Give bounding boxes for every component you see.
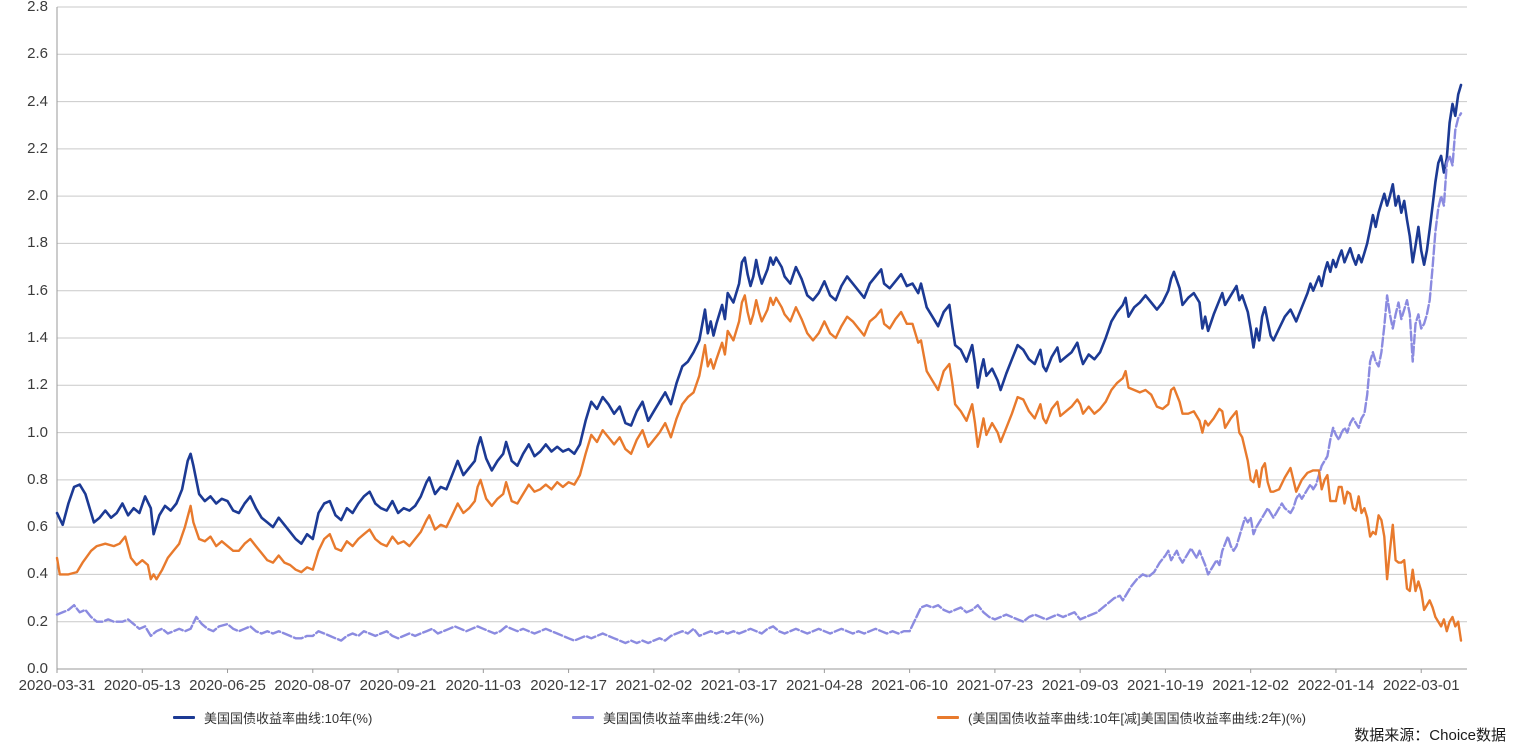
series-line-spread [55, 294, 1463, 642]
data-source-note: 数据来源：Choice数据 [1354, 727, 1506, 744]
y-tick-label: 0.2 [27, 612, 48, 630]
x-tick-label: 2021-04-28 [785, 677, 863, 694]
legend-label: (美国国债收益率曲线:10年[减]美国国债收益率曲线:2年)(%) [968, 711, 1307, 726]
y-tick-label: 1.4 [27, 329, 48, 346]
legend-line-swatch [173, 716, 195, 719]
x-tick-label: 2020-06-25 [189, 677, 266, 694]
x-tick-label: 2021-07-23 [956, 677, 1034, 694]
y-tick-label: 2.8 [27, 0, 48, 15]
x-tick-label: 2020-12-17 [530, 677, 607, 694]
series-line-2y [55, 112, 1463, 645]
chart-legend: 美国国债收益率曲线:10年(%) 美国国债收益率曲线:2年(%) (美国国债收益率曲… [0, 708, 1514, 730]
x-tick-label: 2022-01-14 [1297, 677, 1375, 694]
y-tick-label: 1.6 [27, 281, 48, 299]
x-tick-label: 2020-09-21 [359, 677, 437, 694]
x-tick-label: 2021-02-02 [615, 677, 693, 694]
x-tick-label: 2021-03-17 [700, 677, 778, 694]
y-tick-label: 1.0 [27, 423, 48, 441]
x-tick-label: 2021-09-03 [1041, 677, 1119, 694]
x-tick-label: 2020-11-03 [445, 677, 522, 694]
x-tick-label: 2021-10-19 [1127, 677, 1204, 694]
y-tick-label: 2.0 [27, 187, 48, 205]
x-tick-label: 2021-12-02 [1212, 677, 1290, 694]
legend-label: 美国国债收益率曲线:10年(%) [204, 711, 373, 726]
y-tick-label: 1.2 [27, 376, 48, 394]
x-tick-label: 2020-08-07 [274, 677, 352, 694]
y-tick-label: 0.6 [27, 518, 48, 536]
legend-item-10y[interactable]: 美国国债收益率曲线:10年(%) [173, 708, 372, 727]
y-tick-label: 0.8 [27, 470, 48, 488]
x-tick-label: 2021-06-10 [871, 677, 948, 694]
series-line-10y [55, 83, 1463, 545]
legend-line-swatch [937, 716, 959, 719]
legend-label: 美国国债收益率曲线:2年(%) [603, 711, 765, 726]
y-tick-label: 1.8 [27, 234, 48, 252]
y-tick-label: 2.2 [27, 139, 48, 157]
legend-item-2y[interactable]: 美国国债收益率曲线:2年(%) [572, 708, 764, 727]
y-tick-label: 0.0 [27, 660, 48, 677]
y-tick-label: 2.6 [27, 45, 48, 63]
legend-item-spread[interactable]: (美国国债收益率曲线:10年[减]美国国债收益率曲线:2年)(%) [937, 708, 1306, 727]
chart-canvas[interactable] [0, 0, 1514, 706]
y-tick-label: 0.4 [27, 565, 48, 583]
legend-line-swatch [572, 716, 594, 719]
y-tick-label: 2.4 [27, 92, 48, 110]
x-tick-label: 2020-05-13 [103, 677, 181, 694]
x-tick-label: 2020-03-31 [18, 677, 96, 694]
x-tick-label: 2022-03-01 [1382, 677, 1460, 694]
